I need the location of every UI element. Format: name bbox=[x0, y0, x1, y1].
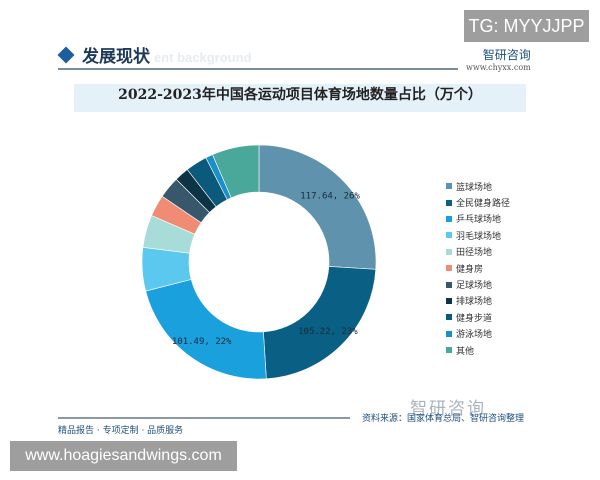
footer-divider bbox=[58, 417, 350, 419]
section-subtitle: ent background bbox=[154, 50, 252, 65]
legend-item: 排球场地 bbox=[446, 293, 510, 309]
slogan: 精品报告 · 专项定制 · 品质服务 bbox=[58, 426, 184, 436]
legend-label: 篮球场地 bbox=[456, 182, 493, 193]
legend-swatch bbox=[446, 183, 452, 190]
legend-item: 足球场地 bbox=[446, 276, 510, 292]
brand-logo: 智研咨询 www.chyxx.com bbox=[466, 46, 531, 72]
data-label-0: 117.64, 26% bbox=[300, 191, 360, 201]
legend-item: 全民健身路径 bbox=[446, 194, 510, 210]
watermark-bottom: www.hoagiesandwings.com bbox=[10, 441, 237, 471]
legend-swatch bbox=[446, 215, 452, 222]
legend-item: 篮球场地 bbox=[446, 178, 510, 194]
divider bbox=[58, 68, 458, 70]
legend-item: 田径场地 bbox=[446, 244, 510, 260]
legend-swatch bbox=[446, 265, 452, 272]
legend-label: 排球场地 bbox=[456, 297, 493, 308]
legend-label: 田径场地 bbox=[456, 248, 493, 259]
legend-label: 全民健身路径 bbox=[456, 199, 511, 210]
legend-item: 健身步道 bbox=[446, 309, 510, 325]
legend: 篮球场地全民健身路径 乒乓球场地羽毛球场地田径场地健身房足球场地排球场地健身步道游… bbox=[446, 178, 510, 358]
legend-swatch bbox=[446, 281, 452, 288]
legend-swatch bbox=[446, 330, 452, 337]
legend-label: 其他 bbox=[456, 346, 475, 357]
legend-swatch bbox=[446, 297, 452, 304]
chart-title: 2022-2023年中国各运动项目体育场地数量占比（万个） bbox=[74, 84, 526, 112]
brand-url: www.chyxx.com bbox=[466, 63, 531, 72]
source-note: 资料来源：国家体育总局、智研咨询整理 bbox=[362, 414, 525, 424]
legend-item: 游泳场地 bbox=[446, 326, 510, 342]
brand-name: 智研咨询 bbox=[482, 48, 531, 62]
legend-label: 健身房 bbox=[456, 264, 484, 275]
slice-0 bbox=[258, 144, 377, 270]
watermark-top: TG: MYYJJPP bbox=[464, 10, 589, 42]
slice-1 bbox=[263, 266, 377, 380]
legend-item: 其他 bbox=[446, 342, 510, 358]
slice-10 bbox=[212, 144, 260, 199]
legend-item: 乒乓球场地 bbox=[446, 211, 510, 227]
legend-swatch bbox=[446, 347, 452, 354]
legend-swatch bbox=[446, 232, 452, 239]
legend-swatch bbox=[446, 314, 452, 321]
legend-label: 足球场地 bbox=[456, 281, 493, 292]
footer-logo: 智研咨询 bbox=[410, 399, 486, 419]
section-header: 发展现状 ent background bbox=[57, 42, 252, 67]
legend-label: 健身步道 bbox=[456, 313, 493, 324]
data-label-1: 105.22, 23% bbox=[298, 327, 358, 337]
legend-label: 乒乓球场地 bbox=[456, 215, 502, 226]
legend-swatch bbox=[446, 199, 452, 206]
slice-2 bbox=[145, 279, 267, 380]
legend-swatch bbox=[446, 248, 452, 255]
data-label-2: 101.49, 22% bbox=[172, 337, 232, 347]
section-title: 发展现状 bbox=[82, 47, 150, 67]
legend-item: 健身房 bbox=[446, 260, 510, 276]
legend-label: 游泳场地 bbox=[456, 330, 493, 341]
legend-label: 羽毛球场地 bbox=[456, 231, 502, 242]
legend-item: 羽毛球场地 bbox=[446, 227, 510, 243]
